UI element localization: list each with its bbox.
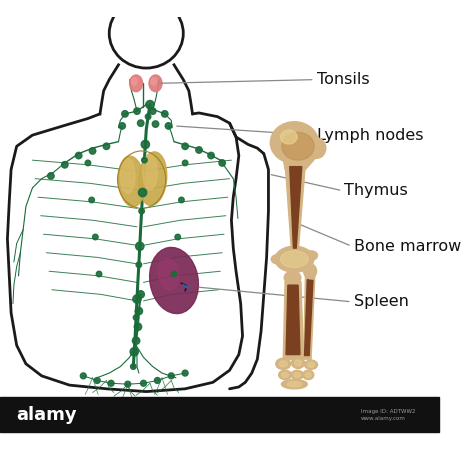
Ellipse shape [294, 360, 301, 366]
Ellipse shape [304, 264, 317, 279]
Circle shape [146, 114, 151, 119]
Ellipse shape [151, 78, 156, 85]
Text: Thymus: Thymus [344, 183, 408, 198]
Circle shape [136, 262, 142, 268]
Text: Image ID: ADTWW2
www.alamy.com: Image ID: ADTWW2 www.alamy.com [361, 409, 416, 421]
Ellipse shape [271, 255, 284, 264]
Circle shape [92, 234, 98, 240]
Ellipse shape [150, 247, 199, 313]
Circle shape [171, 271, 177, 277]
Text: Tonsils: Tonsils [317, 72, 369, 87]
Circle shape [132, 337, 140, 344]
Circle shape [81, 373, 86, 379]
Circle shape [108, 380, 114, 386]
Ellipse shape [279, 361, 287, 367]
Polygon shape [285, 163, 305, 253]
Ellipse shape [282, 132, 314, 160]
Ellipse shape [282, 372, 289, 378]
Text: Spleen: Spleen [354, 294, 409, 309]
Ellipse shape [281, 130, 297, 144]
Circle shape [146, 101, 154, 109]
Ellipse shape [281, 251, 308, 268]
Circle shape [155, 378, 160, 383]
Ellipse shape [287, 382, 301, 387]
Ellipse shape [307, 138, 326, 158]
Ellipse shape [284, 271, 301, 284]
Ellipse shape [303, 370, 314, 379]
Ellipse shape [305, 372, 311, 378]
Ellipse shape [120, 158, 135, 194]
Circle shape [135, 308, 143, 315]
Circle shape [182, 160, 188, 166]
Circle shape [122, 110, 128, 117]
Polygon shape [283, 282, 304, 359]
Circle shape [138, 189, 147, 197]
Circle shape [140, 380, 146, 386]
Ellipse shape [149, 75, 162, 92]
Circle shape [48, 173, 54, 179]
Circle shape [152, 121, 159, 128]
Text: alamy: alamy [17, 406, 77, 424]
Circle shape [103, 143, 109, 150]
Polygon shape [286, 285, 300, 355]
Text: Bone marrow: Bone marrow [354, 239, 461, 254]
Ellipse shape [139, 152, 167, 206]
Ellipse shape [129, 75, 143, 92]
Circle shape [182, 370, 188, 376]
Circle shape [89, 197, 94, 203]
Circle shape [96, 271, 102, 277]
Ellipse shape [294, 372, 301, 378]
Circle shape [75, 152, 82, 159]
Circle shape [141, 140, 149, 149]
Circle shape [149, 108, 156, 114]
Ellipse shape [305, 360, 318, 370]
Ellipse shape [291, 370, 303, 379]
Polygon shape [290, 167, 302, 248]
Ellipse shape [308, 362, 315, 367]
Circle shape [139, 208, 145, 214]
Circle shape [182, 143, 188, 150]
Ellipse shape [276, 358, 291, 370]
Text: Lymph nodes: Lymph nodes [317, 128, 423, 143]
Ellipse shape [143, 154, 157, 190]
Circle shape [137, 291, 145, 298]
Ellipse shape [305, 251, 318, 260]
Polygon shape [304, 276, 315, 359]
Circle shape [165, 123, 172, 129]
Circle shape [133, 315, 139, 320]
Polygon shape [305, 280, 313, 356]
Bar [0, 397, 439, 432]
Circle shape [133, 295, 141, 303]
Circle shape [168, 373, 174, 379]
Ellipse shape [275, 246, 314, 272]
Circle shape [134, 108, 140, 114]
Circle shape [219, 160, 226, 166]
Circle shape [134, 323, 142, 330]
Polygon shape [283, 154, 319, 169]
Circle shape [125, 381, 131, 387]
Ellipse shape [118, 156, 145, 207]
Ellipse shape [292, 357, 305, 369]
Circle shape [162, 110, 168, 117]
Circle shape [85, 160, 91, 166]
Circle shape [89, 148, 96, 154]
Ellipse shape [270, 122, 319, 163]
Circle shape [137, 120, 144, 126]
Ellipse shape [158, 258, 179, 290]
Circle shape [94, 378, 100, 383]
Circle shape [142, 158, 147, 163]
Circle shape [119, 123, 126, 129]
Circle shape [136, 242, 144, 251]
Circle shape [179, 197, 184, 203]
Ellipse shape [131, 78, 137, 85]
Circle shape [62, 162, 68, 168]
Circle shape [196, 147, 202, 153]
Circle shape [208, 152, 214, 159]
Circle shape [130, 364, 136, 370]
Ellipse shape [282, 379, 307, 389]
Circle shape [130, 348, 138, 356]
Ellipse shape [279, 370, 292, 379]
Circle shape [175, 234, 181, 240]
